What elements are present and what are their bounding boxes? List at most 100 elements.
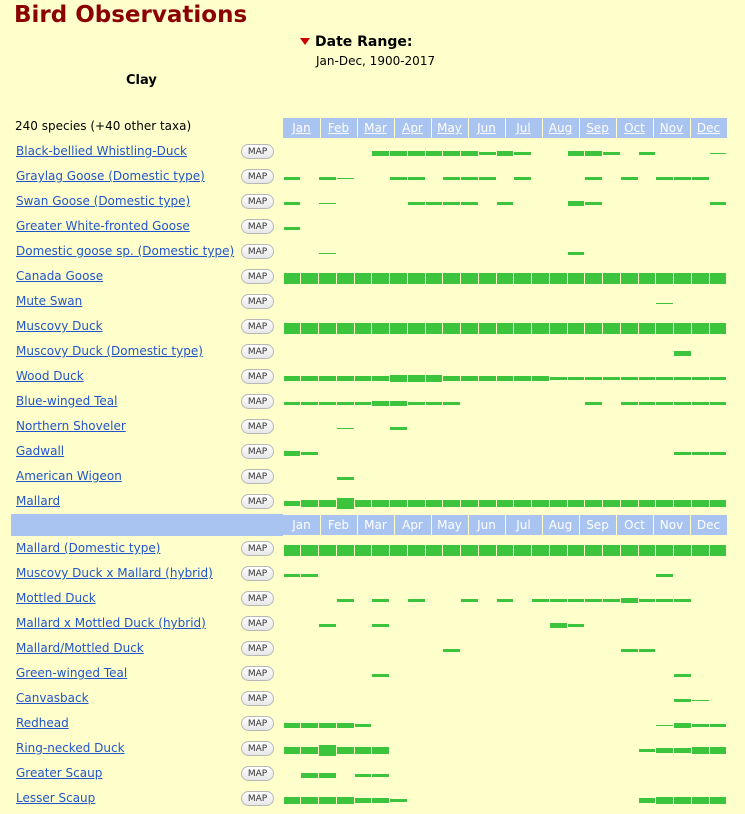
map-button[interactable]: MAP [241,344,274,359]
map-button[interactable]: MAP [241,691,274,706]
table-row: Redhead MAP [0,714,745,739]
species-link[interactable]: Mallard/Mottled Duck [16,641,144,655]
map-button[interactable]: MAP [241,319,274,334]
frequency-bar [443,376,461,381]
species-link[interactable]: Greater White-fronted Goose [16,219,190,233]
frequency-bar [283,376,301,381]
frequency-bar [354,500,372,507]
header-top-month-feb[interactable]: Feb [327,121,350,135]
species-link[interactable]: Green-winged Teal [16,666,128,680]
frequency-bars [283,714,727,736]
frequency-bar [461,323,478,334]
frequency-bar [709,377,727,380]
species-link[interactable]: Graylag Goose (Domestic type) [16,169,205,183]
map-button[interactable]: MAP [241,194,274,209]
frequency-bar [549,323,567,334]
header-top-month-apr[interactable]: Apr [402,121,423,135]
species-link[interactable]: Northern Shoveler [16,419,126,433]
month-separator [468,515,469,535]
species-link[interactable]: Mallard (Domestic type) [16,541,161,555]
map-button[interactable]: MAP [241,294,274,309]
map-button[interactable]: MAP [241,144,274,159]
header-top-month-jul[interactable]: Jul [516,121,531,135]
species-link[interactable]: Domestic goose sp. (Domestic type) [16,244,235,258]
frequency-bar [390,401,407,406]
species-link[interactable]: Black-bellied Whistling-Duck [16,144,187,158]
map-button[interactable]: MAP [241,766,274,781]
frequency-bars [283,142,727,164]
frequency-bar [656,599,674,602]
frequency-bar [407,500,425,507]
map-button[interactable]: MAP [241,419,274,434]
species-link[interactable]: Swan Goose (Domestic type) [16,194,191,208]
species-link[interactable]: Muscovy Duck [16,319,103,333]
map-button[interactable]: MAP [241,616,274,631]
header-top-month-jan[interactable]: Jan [292,121,311,135]
month-separator [653,118,654,138]
frequency-bar [709,402,727,405]
map-button[interactable]: MAP [241,666,274,681]
species-link[interactable]: Canada Goose [16,269,104,283]
map-button[interactable]: MAP [241,591,274,606]
species-link[interactable]: Mottled Duck [16,591,96,605]
species-link[interactable]: Mallard x Mottled Duck (hybrid) [16,616,206,630]
frequency-bar [407,273,425,284]
map-button[interactable]: MAP [241,369,274,384]
header-top-month-sep[interactable]: Sep [586,121,609,135]
species-link[interactable]: Ring-necked Duck [16,741,125,755]
header-top-month-nov[interactable]: Nov [659,121,684,135]
frequency-bar [372,273,390,284]
species-link[interactable]: Muscovy Duck x Mallard (hybrid) [16,566,213,580]
species-link[interactable]: Wood Duck [16,369,84,383]
frequency-bar [709,545,727,556]
frequency-bar [514,273,532,284]
species-link[interactable]: American Wigeon [16,469,122,483]
header-mid-month-may: May [437,518,462,532]
map-button[interactable]: MAP [241,494,274,509]
triangle-down-icon[interactable] [300,38,310,45]
header-top-month-mar[interactable]: Mar [364,121,387,135]
frequency-bars [283,342,727,364]
table-row: Green-winged Teal MAP [0,664,745,689]
species-link[interactable]: Mute Swan [16,294,83,308]
map-button[interactable]: MAP [241,541,274,556]
map-button[interactable]: MAP [241,394,274,409]
species-link[interactable]: Redhead [16,716,69,730]
frequency-bar [532,500,549,507]
map-button[interactable]: MAP [241,716,274,731]
county-name: Clay [126,73,157,88]
table-row: Muscovy Duck (Domestic type) MAP [0,342,745,367]
map-button[interactable]: MAP [241,641,274,656]
species-link[interactable]: Mallard [16,494,61,508]
frequency-bar [585,151,603,156]
map-button[interactable]: MAP [241,169,274,184]
map-button[interactable]: MAP [241,244,274,259]
header-top-month-jun[interactable]: Jun [477,121,496,135]
species-link[interactable]: Canvasback [16,691,89,705]
header-top-month-oct[interactable]: Oct [624,121,645,135]
frequency-bar [407,599,425,602]
frequency-bar [567,273,585,284]
map-button[interactable]: MAP [241,791,274,806]
map-button[interactable]: MAP [241,219,274,234]
frequency-bar [283,451,301,456]
species-link[interactable]: Gadwall [16,444,65,458]
month-separator [320,515,321,535]
map-button[interactable]: MAP [241,566,274,581]
species-link[interactable]: Greater Scaup [16,766,103,780]
frequency-bar [638,402,656,405]
map-button[interactable]: MAP [241,269,274,284]
map-button[interactable]: MAP [241,444,274,459]
species-link[interactable]: Lesser Scaup [16,791,96,805]
header-top-month-may[interactable]: May [437,121,462,135]
map-button[interactable]: MAP [241,469,274,484]
header-top-month-aug[interactable]: Aug [548,121,573,135]
map-button[interactable]: MAP [241,741,274,756]
frequency-bar [336,477,354,480]
header-top-month-dec[interactable]: Dec [696,121,721,135]
species-link[interactable]: Blue-winged Teal [16,394,118,408]
species-link[interactable]: Muscovy Duck (Domestic type) [16,344,203,358]
frequency-bar [691,177,709,180]
frequency-bar [336,273,354,284]
date-range-toggle[interactable]: Date Range: [300,31,412,50]
